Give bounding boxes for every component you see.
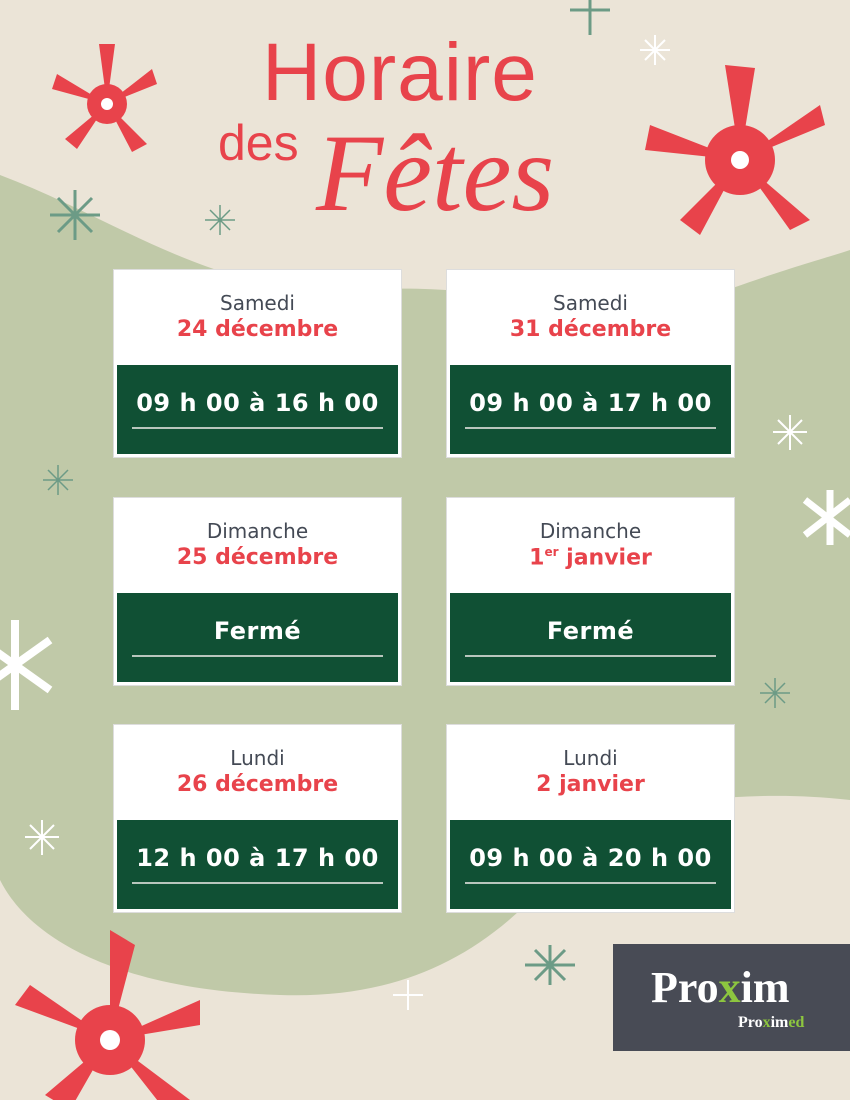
hours-label: Fermé bbox=[213, 617, 302, 645]
schedule-card: Dimanche 25 décembre Fermé bbox=[114, 498, 401, 685]
divider bbox=[465, 655, 716, 657]
day-label: Dimanche bbox=[206, 519, 309, 543]
day-label: Lundi bbox=[230, 746, 285, 770]
divider bbox=[132, 882, 383, 884]
date-label: 31 décembre bbox=[509, 317, 672, 342]
date-label: 26 décembre bbox=[176, 772, 339, 797]
divider bbox=[132, 427, 383, 429]
proxim-logo: Proxim Proximed bbox=[613, 944, 850, 1051]
date-label: 24 décembre bbox=[176, 317, 339, 342]
hours-label: 09 h 00 à 16 h 00 bbox=[136, 389, 379, 417]
date-label: 1er janvier bbox=[529, 545, 652, 571]
schedule-card: Lundi 2 janvier 09 h 00 à 20 h 00 bbox=[447, 725, 734, 912]
hours-label: 12 h 00 à 17 h 00 bbox=[136, 844, 379, 872]
schedule-card: Samedi 31 décembre 09 h 00 à 17 h 00 bbox=[447, 270, 734, 457]
day-label: Samedi bbox=[553, 291, 628, 315]
hours-label: 09 h 00 à 17 h 00 bbox=[469, 389, 712, 417]
date-label: 2 janvier bbox=[536, 772, 645, 797]
divider bbox=[132, 655, 383, 657]
day-label: Lundi bbox=[563, 746, 618, 770]
divider bbox=[465, 427, 716, 429]
hours-label: 09 h 00 à 20 h 00 bbox=[469, 844, 712, 872]
schedule-card: Dimanche 1er janvier Fermé bbox=[447, 498, 734, 685]
title-fetes: Fêtes bbox=[316, 112, 555, 234]
title-des: des bbox=[218, 115, 299, 171]
day-label: Samedi bbox=[220, 291, 295, 315]
snowflake-icon bbox=[43, 0, 790, 985]
date-label: 25 décembre bbox=[176, 545, 339, 570]
divider bbox=[465, 882, 716, 884]
day-label: Dimanche bbox=[539, 519, 642, 543]
schedule-card: Lundi 26 décembre 12 h 00 à 17 h 00 bbox=[114, 725, 401, 912]
schedule-card: Samedi 24 décembre 09 h 00 à 16 h 00 bbox=[114, 270, 401, 457]
title-horaire: Horaire bbox=[262, 27, 538, 118]
hours-label: Fermé bbox=[546, 617, 635, 645]
